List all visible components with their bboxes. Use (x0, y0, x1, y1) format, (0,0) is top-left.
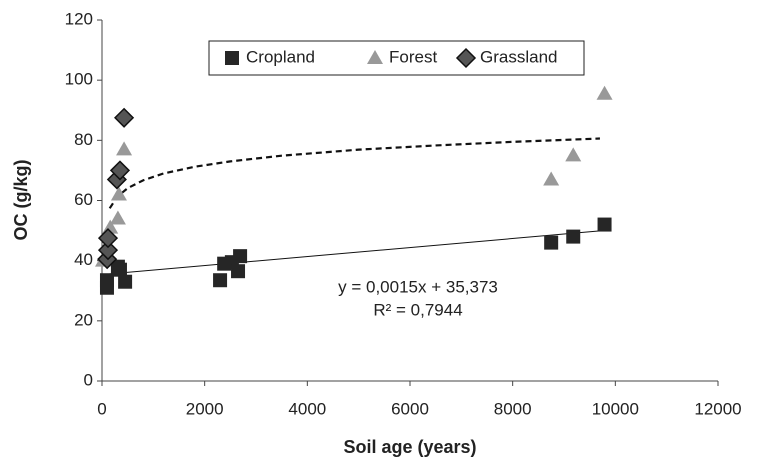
square-marker (225, 51, 239, 65)
x-tick-label: 12000 (694, 399, 741, 418)
diamond-marker (114, 107, 135, 128)
triangle-marker (116, 141, 133, 156)
legend-box (208, 40, 585, 76)
triangle-marker (543, 171, 560, 186)
x-tick-label: 0 (97, 399, 106, 418)
y-tick-label: 100 (65, 70, 93, 89)
triangle-marker (367, 50, 383, 64)
square-marker (110, 259, 125, 274)
y-tick-label: 0 (84, 370, 93, 389)
equation: y = 0,0015x + 35,373 (338, 277, 498, 296)
diamond-marker (109, 160, 131, 181)
diamond-marker (97, 240, 119, 261)
square-marker (597, 217, 612, 232)
x-tick-label: 10000 (592, 399, 639, 418)
square-marker (231, 264, 246, 279)
legend-label: Forest (389, 47, 437, 66)
square-marker (118, 274, 133, 289)
diamond-marker (455, 47, 477, 69)
r-squared: R² = 0,7944 (373, 300, 462, 319)
square-marker (566, 229, 581, 244)
log-trendline (108, 137, 600, 209)
square-marker (213, 273, 228, 288)
x-tick-label: 6000 (391, 399, 429, 418)
triangle-marker (110, 186, 127, 201)
x-tick-label: 8000 (494, 399, 532, 418)
linear-trendline (101, 230, 600, 276)
x-axis-label: Soil age (years) (343, 437, 476, 457)
square-marker (233, 249, 248, 264)
x-tick-label: 2000 (186, 399, 224, 418)
y-tick-label: 40 (74, 250, 93, 269)
triangle-marker (109, 210, 126, 225)
legend-label: Grassland (480, 47, 557, 66)
x-tick-label: 4000 (288, 399, 326, 418)
square-marker (99, 280, 114, 295)
square-marker (544, 235, 559, 250)
legend-label: Cropland (246, 47, 315, 66)
triangle-marker (596, 85, 613, 100)
y-axis-label: OC (g/kg) (11, 160, 31, 241)
y-tick-label: 60 (74, 190, 93, 209)
y-tick-label: 80 (74, 130, 93, 149)
triangle-marker (565, 147, 582, 162)
diamond-marker (97, 228, 119, 249)
y-tick-label: 20 (74, 310, 93, 329)
y-tick-label: 120 (65, 9, 93, 28)
